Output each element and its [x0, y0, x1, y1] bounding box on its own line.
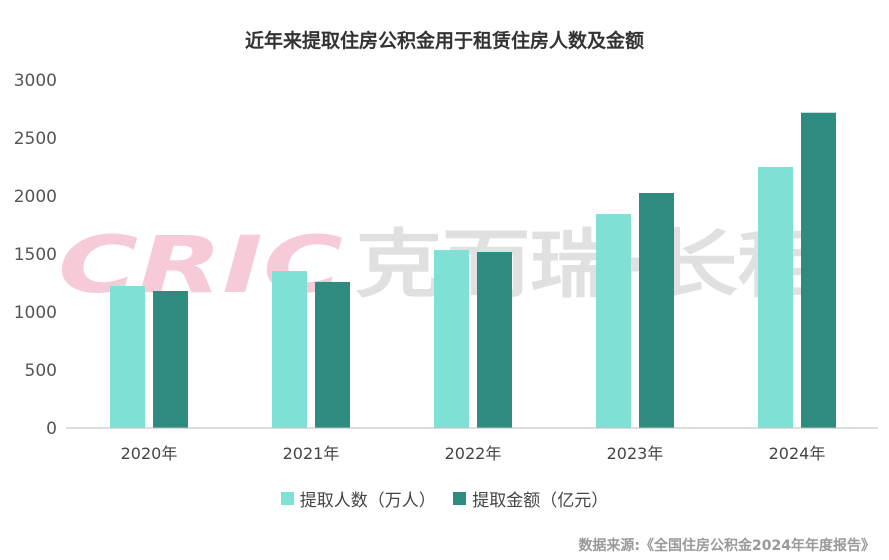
x-tick-label: 2023年	[607, 444, 664, 463]
y-tick-label: 0	[46, 419, 57, 439]
x-tick-label: 2024年	[769, 444, 826, 463]
bar-amount-2021年[interactable]	[315, 281, 350, 428]
x-tick-label: 2021年	[283, 444, 340, 463]
y-tick-label: 500	[25, 361, 57, 381]
legend-item-amount[interactable]: 提取金额（亿元）	[453, 486, 608, 511]
legend-label: 提取金额（亿元）	[472, 491, 609, 511]
bar-amount-2023年[interactable]	[639, 192, 674, 428]
legend-item-people[interactable]: 提取人数（万人）	[280, 486, 436, 511]
bar-people-2024年[interactable]	[758, 167, 793, 428]
bar-people-2022年[interactable]	[434, 250, 469, 428]
y-tick-label: 2500	[14, 129, 57, 149]
legend: 提取人数（万人） 提取金额（亿元）	[0, 486, 889, 511]
bar-amount-2020年[interactable]	[153, 291, 188, 428]
legend-label: 提取人数（万人）	[299, 491, 436, 511]
legend-swatch	[280, 492, 294, 505]
chart-title: 近年来提取住房公积金用于租赁住房人数及金额	[244, 30, 644, 52]
bar-people-2021年[interactable]	[272, 271, 307, 428]
y-tick-label: 3000	[14, 71, 57, 91]
legend-swatch	[453, 492, 467, 505]
y-tick-label: 1000	[14, 303, 57, 323]
bar-amount-2022年[interactable]	[477, 252, 512, 428]
bar-amount-2024年[interactable]	[801, 112, 836, 428]
y-tick-label: 1500	[14, 245, 57, 265]
bar-people-2020年[interactable]	[110, 286, 145, 428]
y-tick-label: 2000	[14, 187, 57, 207]
x-tick-label: 2020年	[121, 444, 178, 463]
watermark-text: 克而瑞·长租	[355, 222, 825, 308]
data-source: 数据来源:《全国住房公积金2024年年度报告》	[578, 538, 875, 554]
bar-people-2023年[interactable]	[596, 213, 631, 428]
x-tick-label: 2022年	[445, 444, 502, 463]
